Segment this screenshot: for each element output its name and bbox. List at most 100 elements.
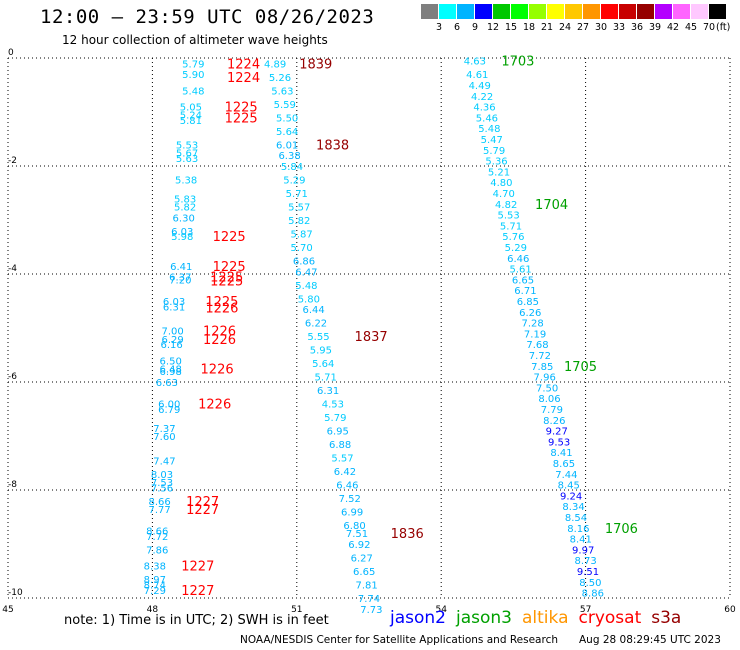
scale-label: 45 [684, 22, 698, 33]
x-tick-label: 54 [435, 605, 447, 615]
y-tick-label: -4 [8, 264, 17, 274]
wave-height-value: 5.29 [283, 176, 305, 187]
wave-height-value: 4.70 [493, 189, 515, 200]
wave-height-value: 5.82 [288, 216, 310, 227]
scale-swatch [439, 4, 456, 19]
scale-swatch [511, 4, 528, 19]
wave-height-value: 8.41 [550, 448, 572, 459]
wave-height-value: 5.55 [307, 332, 329, 343]
wave-height-value: 5.95 [310, 346, 332, 357]
legend-jason3: jason3 [456, 608, 512, 628]
pass-time-label: 1225 [225, 111, 258, 126]
wave-height-value: 6.99 [341, 508, 363, 519]
wave-height-value: 7.37 [153, 424, 175, 435]
wave-height-value: 8.38 [144, 562, 166, 573]
pass-time-label: 1226 [203, 333, 236, 348]
wave-height-value: 8.73 [574, 556, 596, 567]
wave-height-value: 8.86 [582, 589, 604, 600]
wave-height-value: 6.42 [334, 467, 356, 478]
scale-label: 27 [576, 22, 590, 33]
y-tick-label: -8 [8, 480, 17, 490]
pass-time-label: 1225 [213, 230, 246, 245]
wave-height-value: 4.49 [469, 81, 491, 92]
wave-height-value: 5.38 [175, 176, 197, 187]
wave-height-value: 6.79 [158, 405, 180, 416]
wave-height-value: 7.79 [541, 405, 563, 416]
wave-height-value: 6.31 [317, 386, 339, 397]
credit-text: NOAA/NESDIS Center for Satellite Applica… [240, 634, 558, 646]
wave-height-value: 5.81 [180, 116, 202, 127]
y-tick-label: -10 [8, 588, 23, 598]
wave-height-value: 6.65 [353, 567, 375, 578]
pass-time-label: 1706 [605, 522, 638, 537]
wave-height-value: 9.51 [577, 567, 599, 578]
wave-height-value: 5.53 [176, 140, 198, 151]
scale-swatch [673, 4, 690, 19]
scale-swatch [601, 4, 618, 19]
pass-time-label: 1225 [210, 274, 243, 289]
pass-time-label: 1224 [227, 71, 260, 86]
wave-height-value: 4.36 [473, 103, 495, 114]
wave-height-value: 6.38 [278, 151, 300, 162]
wave-height-value: 6.48 [160, 365, 182, 376]
wave-height-value: 6.00 [158, 400, 180, 411]
wave-height-value: 7.81 [355, 581, 377, 592]
scale-swatch [709, 4, 726, 19]
wave-height-value: 6.95 [327, 427, 349, 438]
chart-subtitle: 12 hour collection of altimeter wave hei… [62, 33, 328, 47]
wave-height-value: 8.06 [538, 394, 560, 405]
scale-swatch [583, 4, 600, 19]
wave-height-value: 7.86 [146, 545, 168, 556]
wave-height-value: 5.53 [497, 211, 519, 222]
legend-s3a: s3a [651, 608, 682, 628]
pass-time-label: 1227 [186, 503, 219, 518]
wave-height-value: 6.86 [293, 257, 315, 268]
wave-height-value: 8.65 [553, 459, 575, 470]
wave-height-value: 8.66 [148, 497, 170, 508]
wave-height-value: 6.88 [329, 440, 351, 451]
wave-height-value: 7.60 [153, 432, 175, 443]
wave-height-value: 6.37 [169, 273, 191, 284]
wave-height-value: 5.61 [509, 265, 531, 276]
wave-height-value: 7.77 [148, 505, 170, 516]
pass-time-label: 1224 [227, 57, 260, 72]
x-tick-label: 60 [724, 605, 736, 615]
wave-height-value: 7.74 [358, 594, 380, 605]
pass-time-label: 1704 [535, 198, 568, 213]
wave-height-value: 7.96 [534, 373, 556, 384]
pass-time-label: 1227 [181, 560, 214, 575]
wave-height-value: 5.46 [476, 113, 498, 124]
pass-time-label: 1226 [198, 398, 231, 413]
wave-height-value: 5.50 [276, 113, 298, 124]
pass-time-label: 1227 [181, 584, 214, 599]
scale-label: 33 [612, 22, 626, 33]
wave-height-value: 8.16 [567, 524, 589, 535]
wave-height-value: 8.54 [565, 513, 587, 524]
x-tick-label: 57 [580, 605, 591, 615]
x-tick-label: 45 [2, 605, 13, 615]
wave-height-value: 5.79 [324, 413, 346, 424]
pass-time-label: 1225 [205, 295, 238, 310]
wave-height-value: 9.24 [560, 491, 582, 502]
wave-height-value: 7.00 [161, 327, 183, 338]
pass-time-label: 1836 [391, 527, 424, 542]
wave-height-value: 6.16 [161, 340, 183, 351]
scale-label: 39 [648, 22, 662, 33]
wave-height-value: 4.53 [322, 400, 344, 411]
wave-height-value: 5.84 [281, 162, 303, 173]
scale-label: 15 [504, 22, 518, 33]
wave-height-value: 6.50 [160, 356, 182, 367]
wave-height-value: 6.27 [351, 554, 373, 565]
wave-height-value: 5.24 [180, 111, 202, 122]
y-tick-label: 0 [8, 48, 14, 58]
scale-label: 9 [471, 22, 479, 33]
wave-height-value: 5.71 [286, 189, 308, 200]
wave-height-value: 5.63 [271, 86, 293, 97]
wave-height-value: 9.27 [546, 427, 568, 438]
wave-height-value: 5.64 [312, 359, 334, 370]
wave-height-value: 5.83 [174, 194, 196, 205]
scale-swatch [421, 4, 438, 19]
wave-height-value: 7.28 [522, 319, 544, 330]
pass-time-label: 1225 [210, 271, 243, 286]
